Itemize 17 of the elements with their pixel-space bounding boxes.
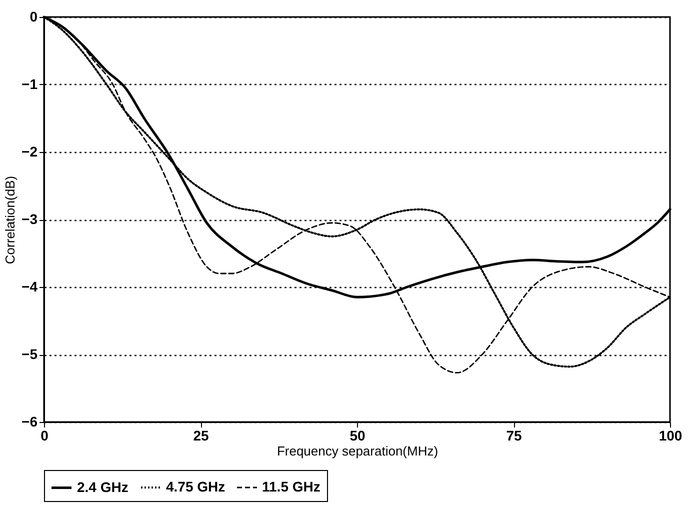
y-tick-label: −3 — [22, 211, 38, 227]
x-axis-title: Frequency separation(MHz) — [276, 444, 438, 458]
y-tick-label: 0 — [30, 8, 38, 24]
legend-label: 4.75 GHz — [166, 478, 226, 494]
x-tick-label: 25 — [193, 428, 209, 444]
y-axis-title: Correlation(dB) — [2, 176, 18, 264]
y-tick-label: −4 — [22, 278, 38, 294]
x-tick-label: 75 — [506, 428, 522, 444]
y-tick-label: −2 — [22, 144, 38, 160]
y-tick-label: −6 — [22, 414, 38, 430]
x-tick-label: 50 — [350, 428, 366, 444]
x-tick-label: 0 — [40, 428, 49, 444]
legend-label: 11.5 GHz — [262, 478, 320, 494]
x-tick-label: 100 — [658, 428, 682, 444]
legend-label: 2.4 GHz — [77, 478, 128, 495]
y-tick-label: −5 — [22, 346, 38, 362]
y-tick-label: −1 — [22, 76, 38, 92]
